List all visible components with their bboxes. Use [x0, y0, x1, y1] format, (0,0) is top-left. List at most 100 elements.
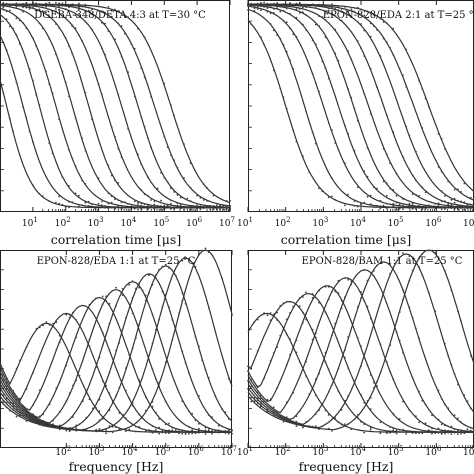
series-point	[184, 302, 187, 305]
panel-d-xlabel: frequency [Hz]	[299, 459, 394, 474]
series-point	[2, 91, 5, 94]
series-point	[434, 310, 437, 313]
series-point	[327, 7, 330, 10]
series-point	[369, 428, 372, 431]
series-point	[334, 142, 337, 144]
series-point	[444, 195, 446, 197]
series-point	[321, 60, 324, 63]
series-point	[408, 168, 411, 171]
series-point	[173, 191, 176, 193]
series-point	[78, 2, 80, 5]
series-point	[0, 381, 1, 384]
series-point	[305, 360, 307, 363]
series-point	[101, 331, 104, 334]
series-point	[366, 364, 369, 367]
series-point	[101, 379, 104, 382]
series-point	[276, 413, 278, 415]
series-point	[308, 425, 311, 427]
series-point	[292, 67, 295, 70]
series-point	[389, 46, 391, 49]
series-point	[327, 77, 330, 80]
series-point	[51, 4, 54, 7]
series-point	[411, 207, 414, 210]
series-point	[272, 3, 275, 6]
series-point	[263, 6, 265, 8]
x-tick-label: 102	[55, 216, 71, 229]
panel-a: 101 102 103 104 105 106 107 DGEBA-348/DETA 4:3…	[0, 0, 235, 247]
series-curve	[247, 277, 474, 433]
series-point	[408, 255, 411, 258]
series-point	[19, 400, 21, 402]
series-point	[32, 420, 34, 423]
series-curve	[0, 7, 230, 209]
series-point	[272, 415, 275, 417]
series-point	[0, 13, 1, 16]
series-point	[188, 410, 190, 412]
series-point	[411, 174, 414, 177]
series-point	[221, 425, 224, 428]
series-point	[28, 68, 31, 71]
series-point	[168, 429, 170, 432]
series-point	[392, 429, 395, 432]
series-point	[131, 296, 134, 299]
series-point	[460, 421, 462, 424]
series-point	[440, 430, 443, 433]
series-point	[392, 378, 395, 381]
series-point	[104, 207, 106, 209]
series-point	[269, 319, 272, 322]
series-point	[382, 37, 385, 40]
series-point	[282, 9, 285, 12]
series-point	[81, 40, 83, 42]
series-point	[327, 427, 330, 430]
series-point	[447, 180, 450, 183]
series-point	[115, 305, 117, 307]
series-point	[58, 2, 60, 5]
series-point	[55, 1, 57, 4]
series-curve	[248, 3, 474, 192]
series-point	[38, 326, 41, 329]
series-point	[153, 203, 156, 206]
series-point	[363, 92, 366, 95]
series-point	[415, 327, 417, 330]
series-point	[156, 187, 159, 190]
series-point	[408, 202, 411, 205]
series-point	[184, 404, 187, 407]
series-point	[463, 432, 466, 435]
series-point	[353, 205, 356, 207]
series-point	[402, 400, 404, 403]
series-point	[385, 182, 388, 185]
series-point	[32, 6, 34, 9]
series-point	[107, 202, 110, 205]
series-point	[88, 338, 91, 341]
series-point	[285, 401, 288, 404]
series-point	[75, 379, 78, 382]
series-point	[65, 429, 68, 432]
series-point	[140, 116, 143, 119]
series-point	[382, 21, 385, 23]
series-point	[276, 411, 278, 414]
series-point	[253, 7, 256, 10]
series-point	[453, 414, 456, 416]
series-point	[115, 426, 117, 429]
series-point	[78, 8, 80, 11]
series-point	[164, 400, 167, 403]
series-point	[114, 206, 116, 208]
series-point	[84, 3, 87, 6]
series-point	[373, 386, 375, 389]
series-point	[5, 401, 8, 404]
series-point	[120, 156, 123, 159]
series-point	[143, 125, 146, 128]
series-point	[256, 399, 259, 402]
series-point	[321, 16, 324, 18]
series-point	[347, 423, 349, 425]
series-point	[75, 424, 78, 427]
series-point	[253, 400, 256, 403]
series-point	[415, 179, 417, 182]
series-point	[427, 204, 430, 207]
series-point	[178, 312, 180, 315]
series-point	[105, 333, 107, 336]
series-point	[321, 190, 324, 193]
series-point	[0, 371, 1, 373]
series-point	[120, 201, 123, 204]
series-point	[324, 409, 327, 412]
